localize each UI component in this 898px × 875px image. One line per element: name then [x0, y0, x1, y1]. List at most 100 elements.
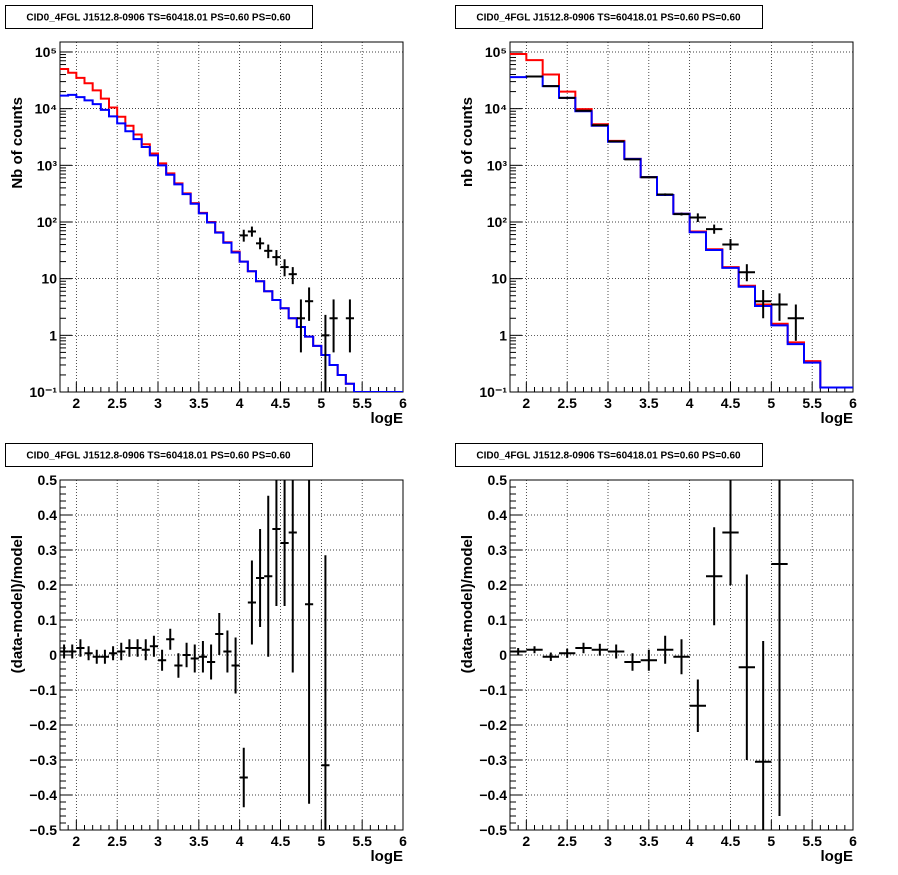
- data-point: [247, 560, 256, 645]
- y-tick-label: 10⁴: [485, 101, 508, 117]
- x-tick-label: 5.5: [352, 833, 372, 849]
- plot-area: [60, 68, 403, 392]
- y-tick-label: 10⁵: [485, 44, 507, 60]
- grid: [60, 42, 403, 392]
- y-axis: 10⁻¹ 1 10 10² 10³ 10⁴ 10⁵ Nb of counts: [9, 44, 72, 400]
- data-point: [288, 267, 297, 285]
- x-axis-label: logE: [821, 410, 854, 427]
- y-tick-label: 10⁴: [35, 101, 58, 117]
- x-tick-label: 3.5: [639, 395, 659, 411]
- panel-title: CID0_4FGL J1512.8-0906 TS=60418.01 PS=0.…: [476, 451, 741, 462]
- x-tick-label: 5.5: [802, 395, 822, 411]
- y-tick-label: 0.1: [488, 612, 508, 628]
- data-point: [321, 555, 330, 830]
- data-point: [109, 646, 118, 661]
- data-point: [624, 653, 641, 671]
- model-line-red: [60, 68, 403, 392]
- data-point: [76, 639, 85, 657]
- data-point: [141, 639, 150, 661]
- x-tick-label: 5.5: [802, 833, 822, 849]
- x-tick-label: 2.5: [107, 395, 127, 411]
- data-point: [608, 644, 625, 659]
- y-tick-label: −0.4: [479, 787, 507, 803]
- data-point: [158, 649, 167, 671]
- title-box: [5, 5, 313, 29]
- y-tick-label: −0.5: [29, 822, 57, 838]
- y-tick-label: 0.1: [38, 612, 58, 628]
- y-tick-label: 1: [49, 327, 57, 343]
- grid: [510, 42, 853, 392]
- x-tick-label: 6: [399, 395, 407, 411]
- model-line-red: [510, 53, 853, 389]
- data-point: [305, 480, 314, 804]
- x-tick-label: 3.5: [189, 395, 209, 411]
- x-tick-label: 6: [399, 833, 407, 849]
- data-point: [174, 653, 183, 678]
- x-axis-label: logE: [371, 410, 404, 427]
- y-tick-label: 0.3: [488, 542, 508, 558]
- data-point: [526, 75, 543, 78]
- x-tick-label: 4.5: [271, 395, 291, 411]
- data-point: [117, 642, 126, 661]
- y-axis-label: (data-model)/model: [9, 535, 26, 673]
- data-point: [247, 226, 256, 237]
- data-point: [575, 642, 592, 654]
- data-point: [526, 646, 543, 654]
- data-point: [673, 212, 690, 216]
- x-tick-label: 3: [604, 395, 612, 411]
- x-tick-label: 3: [154, 833, 162, 849]
- y-tick-label: 0.5: [488, 472, 508, 488]
- data-point: [706, 527, 723, 626]
- data-point: [640, 176, 657, 179]
- y-tick-label: 10²: [37, 214, 58, 230]
- y-tick-label: −0.2: [29, 717, 57, 733]
- y-tick-label: −0.1: [479, 682, 507, 698]
- data-point: [280, 259, 289, 277]
- y-tick-label: −0.3: [479, 752, 507, 768]
- plot-area: [510, 53, 853, 389]
- data-point: [591, 643, 608, 656]
- data-point: [689, 213, 706, 222]
- data-point: [738, 264, 755, 282]
- panel-2: CID0_4FGL J1512.8-0906 TS=60418.01 PS=0.…: [455, 5, 857, 427]
- y-tick-label: 0.2: [38, 577, 58, 593]
- y-tick-label: −0.3: [29, 752, 57, 768]
- panel-3: CID0_4FGL J1512.8-0906 TS=60418.01 PS=0.…: [5, 443, 407, 865]
- data-point: [239, 229, 248, 242]
- data-point: [264, 495, 273, 657]
- x-tick-label: 4: [236, 833, 244, 849]
- data-point: [771, 293, 788, 321]
- data-point: [231, 637, 240, 694]
- y-tick-label: 10²: [487, 214, 508, 230]
- y-axis-label: Nb of counts: [9, 97, 26, 189]
- grid: [510, 480, 853, 830]
- data-point: [190, 644, 199, 673]
- data-point: [264, 244, 273, 259]
- data-point: [321, 314, 330, 392]
- data-point: [755, 290, 772, 319]
- data-point: [575, 109, 592, 112]
- plot-area: [510, 480, 788, 830]
- y-tick-label: 10⁵: [35, 44, 57, 60]
- y-tick-label: −0.2: [479, 717, 507, 733]
- data-point: [100, 649, 109, 664]
- data-point: [624, 158, 641, 161]
- x-tick-label: 5.5: [352, 395, 372, 411]
- data-point: [288, 480, 297, 673]
- data-point: [657, 193, 674, 196]
- title-box: [5, 443, 313, 467]
- data-point: [68, 644, 77, 659]
- y-axis: −0.5 −0.4 −0.3 −0.2 −0.1 0 0.1 0.2 0.3 0.4 0.5 (dat…: [9, 472, 72, 838]
- data-point: [755, 641, 772, 830]
- x-tick-label: 4: [236, 395, 244, 411]
- y-tick-label: −0.5: [479, 822, 507, 838]
- data-point: [673, 639, 690, 675]
- y-tick-label: −0.1: [29, 682, 57, 698]
- y-tick-label: 10³: [37, 157, 58, 173]
- y-axis-label: (data-model)/model: [459, 535, 476, 673]
- y-tick-label: 0.4: [38, 507, 58, 523]
- data-point: [345, 299, 354, 353]
- x-tick-label: 3: [604, 833, 612, 849]
